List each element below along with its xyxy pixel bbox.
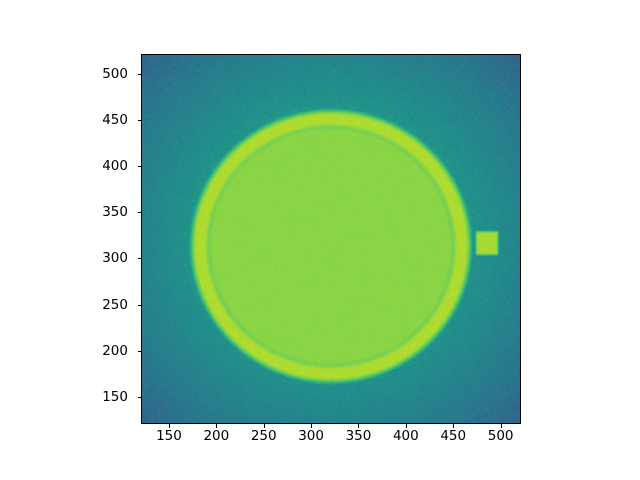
x-tick-label: 200 [203,428,230,444]
y-tick-label: 500 [102,65,128,82]
x-tick-label: 150 [156,428,182,444]
x-tick-mark [453,424,455,428]
x-tick-label: 300 [298,428,324,444]
y-tick-label: 250 [102,296,128,313]
x-tick-label: 400 [392,428,419,444]
x-tick-mark [500,424,502,428]
x-tick-mark [263,424,265,428]
x-tick-mark [358,424,360,428]
x-tick-mark [168,424,170,428]
y-tick-label: 300 [102,250,128,267]
x-tick-mark [405,424,407,428]
y-tick-label: 350 [102,204,128,221]
heatmap-image [142,55,520,423]
x-tick-label: 350 [345,428,372,444]
y-tick-label: 150 [102,388,128,405]
y-tick-label: 400 [102,158,128,175]
y-tick-label: 450 [102,111,128,128]
image-axes [141,54,521,424]
x-tick-label: 250 [250,428,277,444]
y-tick-label: 200 [102,342,128,359]
x-tick-label: 450 [440,428,467,444]
x-tick-mark [216,424,218,428]
x-tick-label: 500 [487,428,514,444]
x-tick-mark [311,424,313,428]
